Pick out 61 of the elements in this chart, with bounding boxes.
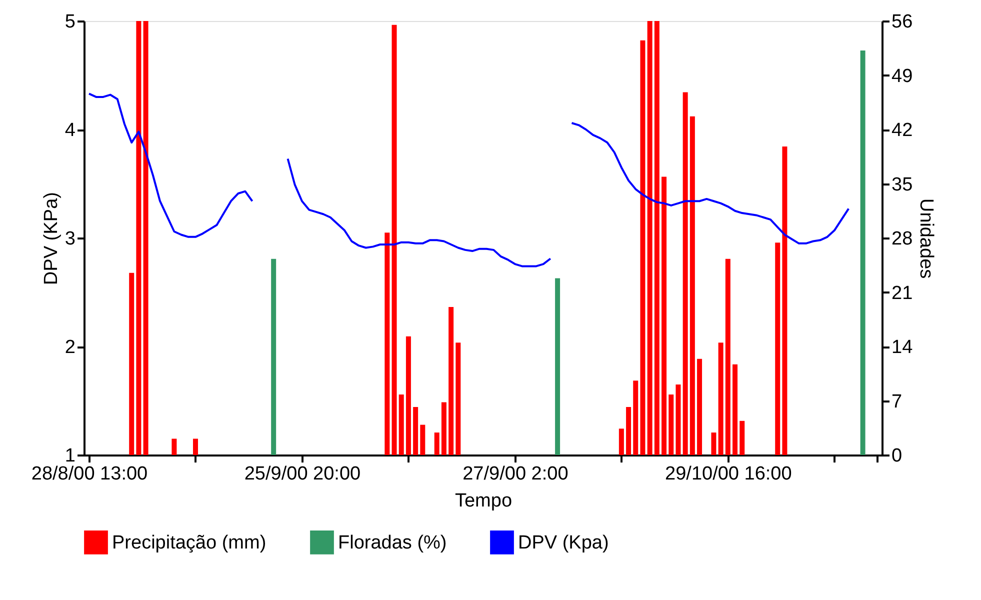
bar <box>640 40 646 455</box>
y-tick-label: 1 <box>64 446 76 466</box>
y2-tick-label: 28 <box>892 228 913 250</box>
y2-tick-label: 42 <box>892 120 913 141</box>
legend-label: DPV (Kpa) <box>518 532 609 554</box>
bar <box>647 21 652 455</box>
y2-tick-label: 7 <box>892 391 902 412</box>
bar <box>775 242 780 455</box>
x-axis-title: Tempo <box>454 490 512 512</box>
bar <box>718 342 724 455</box>
y2-tick-label: 21 <box>892 282 913 304</box>
bar <box>626 406 632 455</box>
bar <box>732 364 738 455</box>
bar <box>662 176 667 455</box>
bar <box>860 50 866 455</box>
y2-tick-label: 56 <box>892 12 913 32</box>
y-tick-label: 4 <box>64 120 76 141</box>
x-tick-label: 28/8/00 13:00 <box>31 464 148 484</box>
bar <box>697 358 702 455</box>
y-axis-title: DPV (KPa) <box>40 192 62 285</box>
y2-tick-label: 0 <box>892 446 902 466</box>
bar <box>448 306 454 455</box>
y2-tick-label: 49 <box>892 66 913 87</box>
bar <box>406 336 411 455</box>
bar <box>413 406 418 455</box>
bar <box>633 380 638 455</box>
bar <box>129 272 134 455</box>
y-tick-label: 2 <box>64 337 76 358</box>
y2-axis-title: Unidades <box>916 198 937 279</box>
bar <box>392 24 397 455</box>
bar <box>690 116 695 455</box>
bar <box>441 402 446 455</box>
legend-label: Floradas (%) <box>338 532 447 554</box>
bar <box>143 21 148 455</box>
bar <box>676 384 681 455</box>
bar <box>172 438 177 455</box>
bar <box>555 278 560 455</box>
x-tick-label: 29/10/00 16:00 <box>665 464 792 484</box>
bar <box>740 420 745 455</box>
x-tick-label: 27/9/00 2:00 <box>462 464 568 484</box>
bar <box>136 21 142 455</box>
bar <box>618 428 624 455</box>
bar <box>654 21 660 455</box>
x-tick-label: 25/9/00 20:00 <box>244 464 361 484</box>
y2-tick-label: 35 <box>892 174 913 196</box>
bar <box>682 92 688 455</box>
bar <box>711 432 716 455</box>
y2-tick-label: 14 <box>892 337 914 358</box>
bar <box>434 432 440 455</box>
bar <box>398 394 404 455</box>
bar <box>420 424 426 455</box>
bar <box>192 438 198 455</box>
legend-label: Precipitação (mm) <box>112 532 266 554</box>
y-tick-label: 3 <box>64 228 76 250</box>
bar <box>725 258 730 455</box>
bar <box>456 342 461 455</box>
bar <box>271 258 276 455</box>
y-tick-label: 5 <box>64 12 76 32</box>
bar <box>782 146 788 455</box>
bar <box>668 394 674 455</box>
bar <box>384 232 390 455</box>
